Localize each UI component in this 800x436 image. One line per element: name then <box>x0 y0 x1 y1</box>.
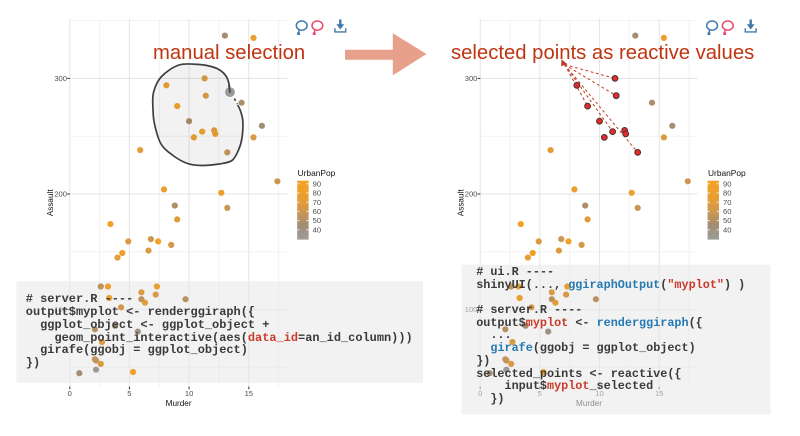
svg-text:200: 200 <box>54 190 67 199</box>
svg-text:0: 0 <box>68 389 72 398</box>
svg-text:80: 80 <box>313 189 321 198</box>
svg-text:UrbanPop: UrbanPop <box>298 168 336 178</box>
svg-text:10: 10 <box>185 389 193 398</box>
svg-text:Murder: Murder <box>166 399 192 408</box>
svg-text:50: 50 <box>313 216 321 225</box>
svg-text:300: 300 <box>54 74 67 83</box>
svg-text:70: 70 <box>313 198 321 207</box>
svg-text:5: 5 <box>127 389 131 398</box>
svg-text:15: 15 <box>245 389 253 398</box>
svg-text:60: 60 <box>313 207 321 216</box>
svg-text:90: 90 <box>313 179 321 188</box>
svg-text:40: 40 <box>313 225 321 234</box>
svg-text:Assault: Assault <box>46 189 55 217</box>
